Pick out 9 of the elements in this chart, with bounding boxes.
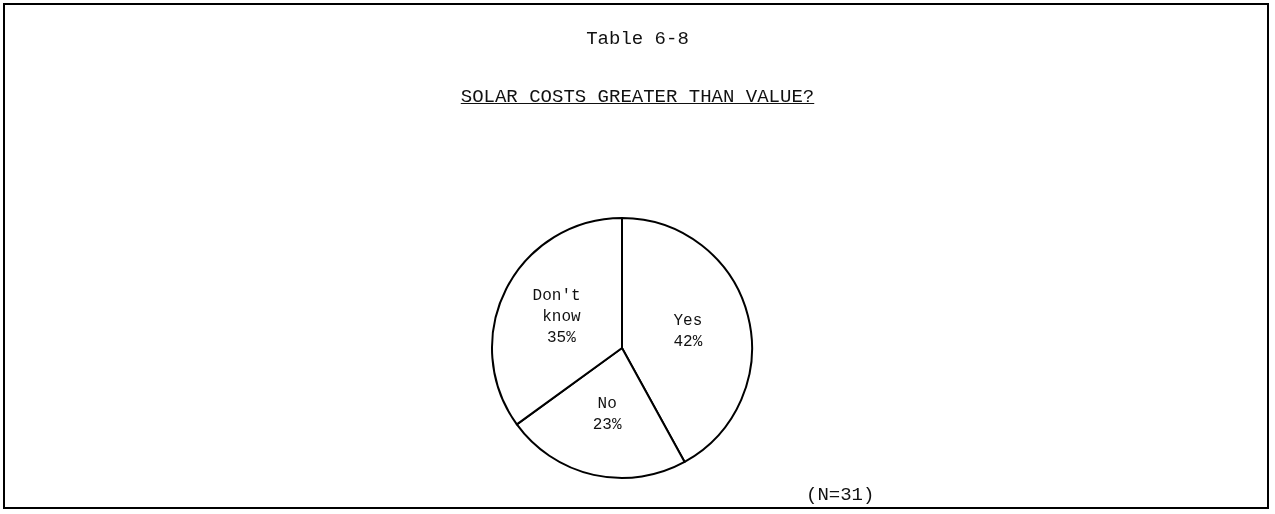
text: (N=31) [806,484,875,506]
slice-label: Yes [673,311,703,330]
data-label: 42% [673,332,703,351]
chart-subtitle: SOLAR COSTS GREATER THAN VALUE? [460,86,815,108]
slice-label: Don't know [532,287,591,327]
data-label: 35% [547,329,577,348]
chart-title: Table 6-8 [585,28,690,50]
slice-label: No [597,394,617,413]
data-label: 23% [592,415,622,434]
